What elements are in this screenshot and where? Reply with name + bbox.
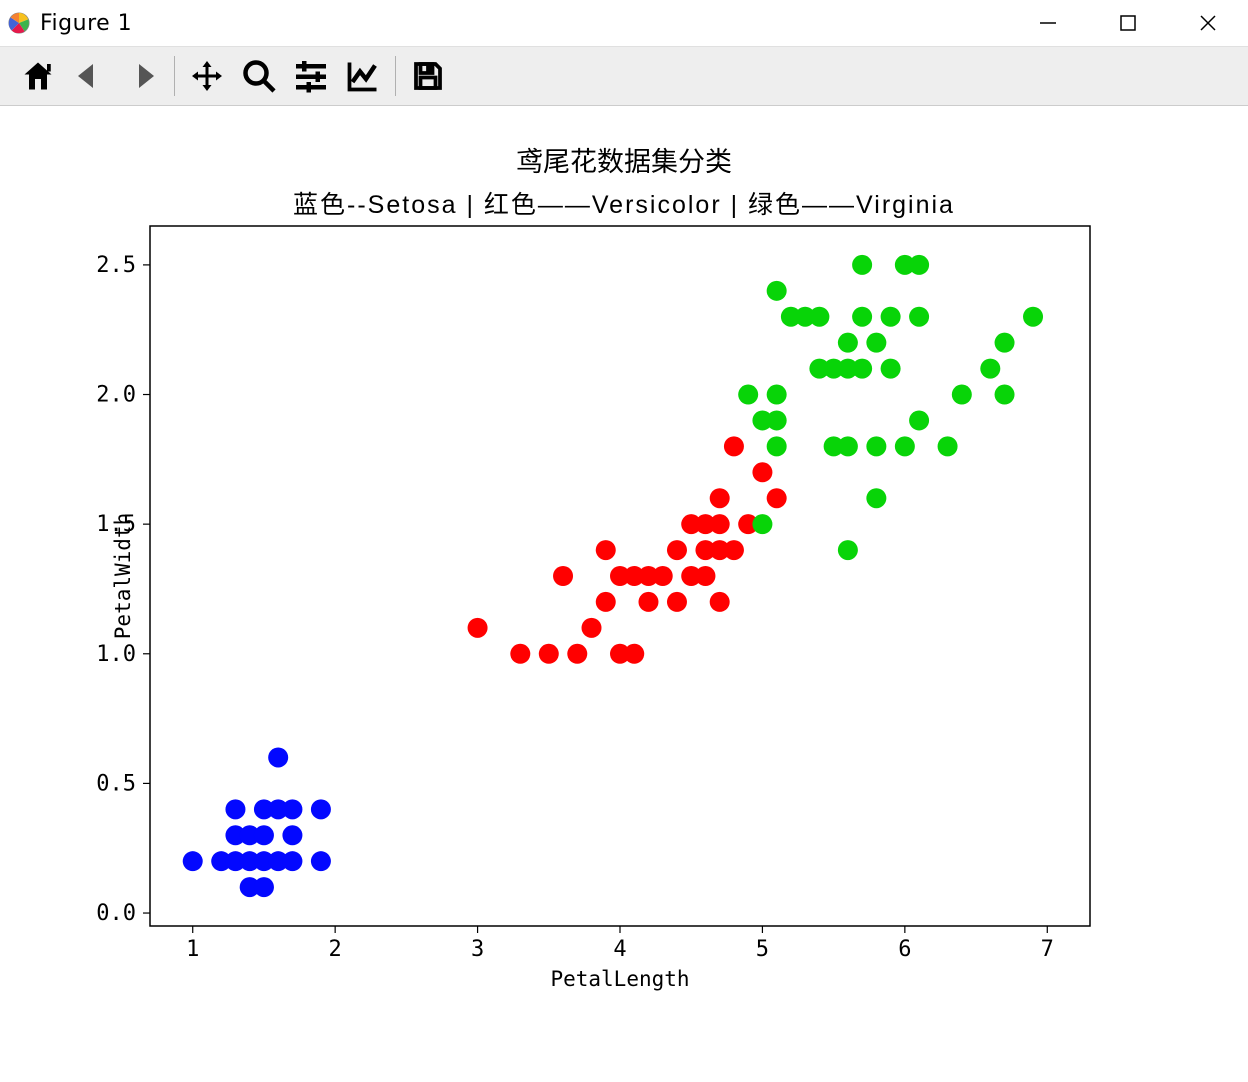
data-point-virginia — [852, 307, 872, 327]
forward-button[interactable] — [118, 52, 166, 100]
data-point-virginia — [866, 436, 886, 456]
data-point-virginia — [767, 385, 787, 405]
titlebar: Figure 1 — [0, 0, 1248, 46]
data-point-virginia — [767, 436, 787, 456]
data-point-virginia — [767, 410, 787, 430]
data-point-virginia — [738, 385, 758, 405]
toolbar — [0, 46, 1248, 106]
data-point-virginia — [895, 436, 915, 456]
data-point-versicolor — [724, 540, 744, 560]
window-title: Figure 1 — [40, 11, 132, 36]
chart-title: 鸢尾花数据集分类 — [0, 140, 1248, 179]
data-point-versicolor — [724, 436, 744, 456]
data-point-versicolor — [638, 592, 658, 612]
x-tick-label: 1 — [186, 937, 199, 962]
configure-subplots-button[interactable] — [287, 52, 335, 100]
figure-area: 鸢尾花数据集分类 蓝色--Setosa | 红色——Versicolor | 绿… — [0, 106, 1248, 1082]
x-tick-label: 2 — [329, 937, 342, 962]
data-point-virginia — [909, 307, 929, 327]
toolbar-separator — [174, 56, 175, 96]
data-point-versicolor — [710, 514, 730, 534]
x-tick-label: 7 — [1041, 937, 1054, 962]
data-point-virginia — [881, 359, 901, 379]
data-point-virginia — [838, 333, 858, 353]
data-point-virginia — [838, 540, 858, 560]
data-point-setosa — [311, 799, 331, 819]
data-point-virginia — [838, 436, 858, 456]
data-point-virginia — [866, 488, 886, 508]
home-button[interactable] — [14, 52, 62, 100]
save-button[interactable] — [404, 52, 452, 100]
data-point-setosa — [311, 851, 331, 871]
data-point-virginia — [980, 359, 1000, 379]
plot-area[interactable]: 12345670.00.51.01.52.02.5 PetalWidth Pet… — [150, 226, 1090, 926]
data-point-versicolor — [553, 566, 573, 586]
data-point-virginia — [852, 255, 872, 275]
data-point-versicolor — [582, 618, 602, 638]
x-axis-label: PetalLength — [550, 967, 689, 991]
data-point-setosa — [282, 799, 302, 819]
data-point-setosa — [183, 851, 203, 871]
data-point-versicolor — [510, 644, 530, 664]
data-point-virginia — [909, 255, 929, 275]
back-button[interactable] — [66, 52, 114, 100]
data-point-setosa — [225, 799, 245, 819]
x-tick-label: 6 — [898, 937, 911, 962]
y-tick-label: 0.5 — [96, 771, 136, 796]
window-controls — [1008, 0, 1248, 46]
data-point-versicolor — [624, 644, 644, 664]
y-tick-label: 2.0 — [96, 383, 136, 408]
data-point-setosa — [282, 851, 302, 871]
close-button[interactable] — [1168, 0, 1248, 46]
data-point-virginia — [995, 385, 1015, 405]
data-point-versicolor — [596, 592, 616, 612]
data-point-virginia — [952, 385, 972, 405]
data-point-setosa — [254, 825, 274, 845]
data-point-versicolor — [710, 592, 730, 612]
data-point-virginia — [809, 307, 829, 327]
data-point-setosa — [254, 877, 274, 897]
x-tick-label: 4 — [613, 937, 626, 962]
maximize-button[interactable] — [1088, 0, 1168, 46]
x-tick-label: 3 — [471, 937, 484, 962]
minimize-button[interactable] — [1008, 0, 1088, 46]
data-point-virginia — [881, 307, 901, 327]
y-axis-label: PetalWidth — [111, 513, 135, 639]
y-tick-label: 2.5 — [96, 253, 136, 278]
toolbar-separator — [395, 56, 396, 96]
data-point-versicolor — [767, 488, 787, 508]
chart-subtitle: 蓝色--Setosa | 红色——Versicolor | 绿色——Virgin… — [0, 185, 1248, 221]
data-point-versicolor — [710, 488, 730, 508]
matplotlib-app-icon — [8, 12, 30, 34]
edit-axis-button[interactable] — [339, 52, 387, 100]
data-point-versicolor — [653, 566, 673, 586]
data-point-versicolor — [667, 592, 687, 612]
data-point-virginia — [767, 281, 787, 301]
data-point-versicolor — [539, 644, 559, 664]
x-tick-label: 5 — [756, 937, 769, 962]
data-point-versicolor — [752, 462, 772, 482]
data-point-setosa — [282, 825, 302, 845]
zoom-button[interactable] — [235, 52, 283, 100]
y-tick-label: 0.0 — [96, 901, 136, 926]
data-point-versicolor — [695, 566, 715, 586]
data-point-versicolor — [667, 540, 687, 560]
data-point-virginia — [752, 514, 772, 534]
scatter-plot: 12345670.00.51.01.52.02.5 — [150, 226, 1090, 926]
data-point-virginia — [1023, 307, 1043, 327]
data-point-virginia — [909, 410, 929, 430]
data-point-virginia — [866, 333, 886, 353]
pan-button[interactable] — [183, 52, 231, 100]
data-point-versicolor — [596, 540, 616, 560]
data-point-setosa — [268, 747, 288, 767]
data-point-versicolor — [468, 618, 488, 638]
data-point-virginia — [852, 359, 872, 379]
data-point-versicolor — [567, 644, 587, 664]
data-point-virginia — [995, 333, 1015, 353]
data-point-virginia — [938, 436, 958, 456]
y-tick-label: 1.0 — [96, 642, 136, 667]
